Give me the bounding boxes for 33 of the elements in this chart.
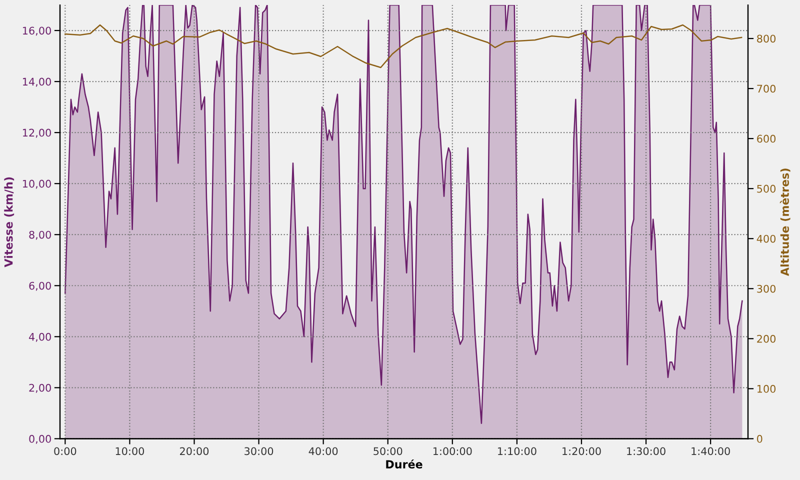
y2-tick-label: 700 — [757, 84, 776, 93]
x-tick-label: 20:00 — [180, 447, 209, 456]
y-axis-title: Vitesse (km/h) — [4, 177, 14, 268]
line-series — [64, 24, 742, 68]
y2-tick-label: 500 — [757, 184, 776, 193]
y-tick-label: 14,00 — [22, 78, 51, 87]
y2-tick-label: 300 — [757, 284, 776, 293]
y2-tick-label: 0 — [757, 434, 762, 443]
y-tick-label: 4,00 — [28, 332, 51, 342]
x-tick-label: 1:10:00 — [498, 447, 536, 456]
y-tick-label: 8,00 — [29, 230, 51, 240]
x-tick-label: 10:00 — [116, 447, 144, 456]
x-tick-label: 30:00 — [244, 447, 274, 456]
y-tick-label: 2,00 — [29, 384, 51, 393]
y2-tick-label: 200 — [757, 334, 776, 343]
y2-axis-title: Altitude (mètres) — [780, 168, 790, 276]
y2-tick-label: 600 — [757, 134, 776, 143]
y2-tick-label: 400 — [756, 234, 776, 243]
y-tick-label: 0,00 — [29, 434, 51, 444]
x-tick-label: 50:00 — [374, 447, 402, 456]
x-tick-label: 1:00:00 — [433, 447, 472, 456]
x-tick-label: 0:00 — [54, 447, 76, 456]
y-tick-label: 12,00 — [22, 128, 51, 138]
x-axis-title: Durée — [386, 459, 422, 468]
x-tick-label: 1:30:00 — [627, 447, 666, 456]
y-tick-label: 10,00 — [22, 180, 51, 189]
y2-tick-label: 100 — [757, 384, 776, 393]
x-tick-label: 1:20:00 — [562, 447, 601, 456]
y-tick-label: 16,00 — [22, 26, 51, 36]
y2-tick-label: 800 — [757, 34, 776, 43]
x-tick-label: 1:40:00 — [692, 447, 730, 456]
y-tick-label: 6,00 — [29, 282, 51, 291]
x-tick-label: 40:00 — [308, 447, 338, 456]
